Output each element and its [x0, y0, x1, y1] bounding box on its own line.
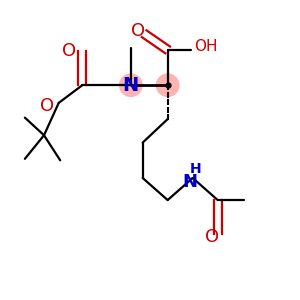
Text: N: N: [123, 76, 139, 95]
Text: OH: OH: [194, 39, 218, 54]
Circle shape: [157, 74, 179, 96]
Circle shape: [120, 74, 142, 96]
Text: O: O: [131, 22, 145, 40]
Text: O: O: [40, 97, 55, 115]
Text: O: O: [205, 228, 219, 246]
Text: N: N: [182, 173, 197, 191]
Text: O: O: [62, 42, 76, 60]
Text: H: H: [190, 162, 202, 176]
